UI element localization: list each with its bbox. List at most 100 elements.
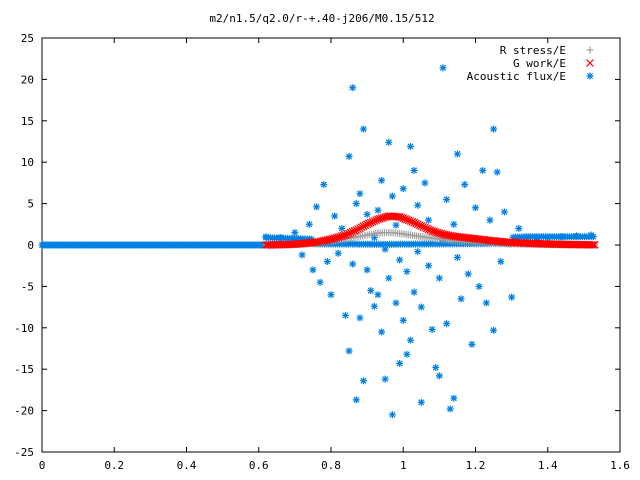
g-work-point — [588, 240, 597, 249]
y-tick-label: 15 — [21, 115, 34, 128]
legend-marker — [586, 46, 594, 54]
acoustic-flux-point — [305, 220, 313, 228]
acoustic-flux-point — [450, 394, 458, 402]
acoustic-flux-point — [490, 125, 498, 133]
y-tick-label: 0 — [27, 239, 34, 252]
acoustic-flux-point — [421, 179, 429, 187]
acoustic-flux-point — [403, 350, 411, 358]
acoustic-flux-point — [482, 299, 490, 307]
acoustic-flux-point — [388, 411, 396, 419]
y-tick-label: 25 — [21, 32, 34, 45]
acoustic-flux-point — [323, 258, 331, 266]
acoustic-flux-point — [399, 316, 407, 324]
acoustic-flux-point — [457, 295, 465, 303]
acoustic-flux-point — [410, 288, 418, 296]
acoustic-flux-point — [435, 274, 443, 282]
acoustic-flux-point — [262, 233, 270, 241]
x-tick-label: 0 — [39, 459, 46, 472]
acoustic-flux-point — [461, 181, 469, 189]
acoustic-flux-point — [522, 233, 530, 241]
acoustic-flux-point — [374, 291, 382, 299]
x-tick-label: 0.8 — [321, 459, 341, 472]
series-layer — [38, 64, 599, 419]
series-g-work — [262, 212, 599, 249]
acoustic-flux-point — [475, 282, 483, 290]
acoustic-flux-point — [341, 311, 349, 319]
y-tick-label: 5 — [27, 198, 34, 211]
legend-label: R stress/E — [500, 44, 566, 57]
acoustic-flux-point — [417, 398, 425, 406]
acoustic-flux-point — [356, 190, 364, 198]
acoustic-flux-point — [508, 293, 516, 301]
acoustic-flux-point — [399, 185, 407, 193]
acoustic-flux-point — [432, 364, 440, 372]
acoustic-flux-point — [363, 266, 371, 274]
acoustic-flux-point — [573, 232, 581, 240]
acoustic-flux-point — [558, 233, 566, 241]
acoustic-flux-point — [276, 234, 284, 242]
acoustic-flux-point — [497, 258, 505, 266]
acoustic-flux-point — [403, 267, 411, 275]
acoustic-flux-point — [327, 291, 335, 299]
axis-ticks: 0 0.2 0.4 0.6 0.8 1 1.2 1.4 1.6 25 20 15 10 5 0 -5 -10 -1… — [14, 32, 630, 472]
acoustic-flux-point — [500, 208, 508, 216]
acoustic-flux-point — [345, 152, 353, 160]
acoustic-flux-point — [446, 405, 454, 413]
acoustic-flux-point — [291, 229, 299, 237]
acoustic-flux-point — [396, 256, 404, 264]
y-tick-label: -10 — [14, 322, 34, 335]
x-tick-label: 0.2 — [104, 459, 124, 472]
acoustic-flux-point — [345, 347, 353, 355]
acoustic-flux-point — [468, 340, 476, 348]
acoustic-flux-point — [396, 359, 404, 367]
acoustic-flux-point — [410, 166, 418, 174]
acoustic-flux-point — [381, 245, 389, 253]
acoustic-flux-point — [352, 200, 360, 208]
y-tick-label: -5 — [21, 280, 34, 293]
g-work-point — [590, 240, 599, 249]
x-tick-label: 1.2 — [466, 459, 486, 472]
acoustic-flux-point — [587, 231, 595, 239]
acoustic-flux-point — [428, 325, 436, 333]
acoustic-flux-point — [349, 260, 357, 268]
x-tick-label: 1.4 — [538, 459, 558, 472]
acoustic-flux-point — [439, 64, 447, 72]
acoustic-flux-point — [388, 192, 396, 200]
x-tick-label: 0.6 — [249, 459, 269, 472]
acoustic-flux-point — [360, 377, 368, 385]
acoustic-flux-point — [356, 314, 364, 322]
acoustic-flux-point — [464, 270, 472, 278]
acoustic-flux-point — [331, 212, 339, 220]
acoustic-flux-point — [425, 216, 433, 224]
acoustic-flux-point — [417, 303, 425, 311]
acoustic-flux-point — [334, 249, 342, 257]
acoustic-flux-point — [414, 201, 422, 209]
y-tick-label: -25 — [14, 446, 34, 459]
acoustic-flux-point — [363, 210, 371, 218]
acoustic-flux-point — [450, 220, 458, 228]
y-tick-label: 10 — [21, 156, 34, 169]
acoustic-flux-point — [435, 372, 443, 380]
acoustic-flux-point — [406, 142, 414, 150]
acoustic-flux-point — [378, 328, 386, 336]
acoustic-flux-point — [453, 150, 461, 158]
y-tick-label: -20 — [14, 405, 34, 418]
legend-label: G work/E — [513, 57, 566, 70]
acoustic-flux-point — [370, 302, 378, 310]
acoustic-flux-point — [443, 195, 451, 203]
y-tick-label: -15 — [14, 363, 34, 376]
acoustic-flux-point — [316, 278, 324, 286]
legend-label: Acoustic flux/E — [467, 70, 566, 83]
acoustic-flux-point — [298, 251, 306, 259]
g-work-point — [587, 240, 596, 249]
chart-title: m2/n1.5/q2.0/r-+.40-j206/M0.15/512 — [209, 12, 434, 25]
acoustic-flux-point — [367, 287, 375, 295]
acoustic-flux-point — [472, 204, 479, 212]
acoustic-flux-point — [338, 224, 346, 232]
acoustic-flux-point — [385, 138, 393, 146]
acoustic-flux-point — [490, 326, 498, 334]
acoustic-flux-point — [406, 336, 414, 344]
acoustic-flux-point — [349, 84, 357, 92]
legend-marker — [586, 72, 594, 80]
